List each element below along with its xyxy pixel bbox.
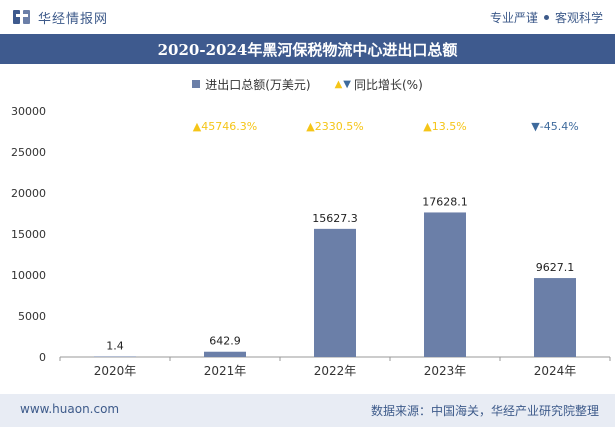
bar-value-label: 15627.3 (312, 212, 358, 225)
growth-value: -45.4% (540, 120, 579, 133)
y-tick-label: 30000 (11, 105, 46, 118)
growth-value: 45746.3% (201, 120, 257, 133)
bar (314, 228, 356, 357)
footer-source: 数据来源：中国海关，华经产业研究院整理 (370, 404, 599, 418)
brand[interactable]: 华经情报网 (12, 8, 109, 27)
bar-chart: 0 5000 10000 15000 20000 25000 30000 1.4 2020年 64… (11, 105, 611, 378)
brand-logo-icon (13, 10, 30, 24)
legend-bar-swatch-icon (192, 80, 201, 88)
footer: www.huaon.com 数据来源：中国海关，华经产业研究院整理 (0, 394, 615, 427)
bar-value-label: 1.4 (106, 340, 124, 353)
legend-item-bar: 进出口总额(万美元) (192, 76, 311, 93)
tagline-left: 专业严谨 (489, 11, 538, 25)
top-header: 华经情报网 专业严谨 客观科学 (0, 0, 615, 34)
growth-label: ▼-45.4% (531, 120, 578, 133)
y-tick-label: 15000 (11, 228, 46, 241)
legend-growth-label: 同比增长(%) (354, 77, 423, 92)
x-tick-label: 2024年 (534, 364, 577, 378)
growth-label: ▲45746.3% (193, 120, 257, 133)
brand-name: 华经情报网 (38, 11, 109, 27)
y-tick-label: 20000 (11, 187, 46, 200)
chart-title: 2020-2024年黑河保税物流中心进出口总额 (157, 40, 458, 59)
bar (204, 351, 246, 357)
triangle-down-icon: ▼ (343, 78, 351, 90)
legend-item-growth: ▲ ▼ 同比增长(%) (335, 76, 423, 93)
bar-value-label: 17628.1 (422, 195, 468, 208)
growth-value: 2330.5% (315, 120, 364, 133)
triangle-down-icon: ▼ (531, 120, 540, 133)
triangle-up-icon: ▲ (306, 120, 315, 133)
footer-url-link[interactable]: www.huaon.com (20, 402, 120, 416)
chart-title-bar: 2020-2024年黑河保税物流中心进出口总额 (0, 34, 615, 64)
bar-value-label: 9627.1 (536, 261, 575, 274)
tagline: 专业严谨 客观科学 (490, 9, 603, 26)
y-tick-label: 25000 (11, 146, 46, 159)
growth-label: ▲2330.5% (306, 120, 363, 133)
tagline-dot-icon (543, 15, 549, 20)
bar-value-label: 642.9 (209, 335, 241, 348)
y-tick-label: 0 (39, 351, 46, 364)
x-tick-label: 2023年 (424, 364, 467, 378)
tagline-right: 客观科学 (554, 11, 603, 25)
growth-value: 13.5% (432, 120, 467, 133)
y-tick-label: 10000 (11, 269, 46, 282)
x-tick-label: 2021年 (204, 364, 247, 378)
triangle-up-icon: ▲ (334, 78, 343, 90)
chart-legend: 进出口总额(万美元) ▲ ▼ 同比增长(%) (0, 74, 615, 94)
bar (534, 278, 576, 357)
triangle-up-icon: ▲ (423, 120, 432, 133)
bar (424, 212, 466, 357)
bar (94, 356, 136, 357)
x-tick-label: 2020年 (94, 364, 137, 378)
legend-bar-label: 进出口总额(万美元) (205, 77, 311, 92)
triangle-up-icon: ▲ (193, 120, 202, 133)
growth-label: ▲13.5% (423, 120, 466, 133)
x-tick-label: 2022年 (314, 364, 357, 378)
y-tick-label: 5000 (18, 310, 46, 323)
